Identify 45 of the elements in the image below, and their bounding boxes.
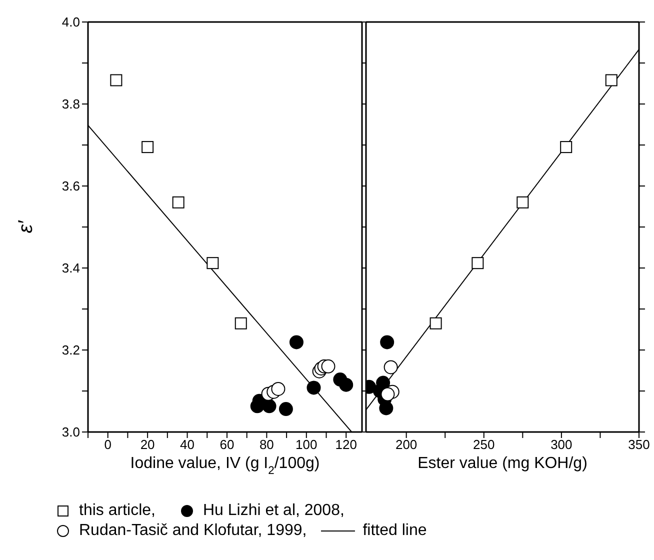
x-tick-label: 250	[473, 437, 495, 452]
legend-label: fitted line	[362, 522, 427, 540]
y-tick-label: 4.0	[62, 14, 80, 30]
point	[380, 387, 395, 402]
point	[142, 141, 154, 154]
point	[384, 360, 398, 374]
x-axis-title: Iodine value, IV (g I$_{2}$/100g)	[130, 455, 320, 477]
point	[379, 401, 394, 416]
point	[516, 196, 529, 208]
point	[472, 257, 484, 270]
point	[306, 380, 321, 395]
legend-label: Rudan-Tasič and Klofutar, 1999,	[79, 522, 307, 540]
point	[289, 335, 304, 350]
y-axis-title: ε′	[15, 219, 37, 234]
x-tick-label: 0	[104, 437, 112, 452]
x-tick-label: 350	[628, 437, 650, 452]
point	[271, 382, 286, 396]
point	[430, 317, 442, 330]
x-tick-label: 80	[259, 437, 274, 452]
point	[262, 399, 276, 414]
y-tick-label: 3.0	[62, 424, 80, 440]
x-tick-label: 100	[296, 437, 318, 452]
point	[206, 257, 219, 270]
x-tick-label: 300	[550, 437, 572, 452]
point	[110, 74, 122, 86]
point	[172, 196, 184, 208]
x-axis-title: Ester value (mg KOH/g)	[418, 455, 588, 472]
y-tick-label: 3.6	[62, 178, 80, 194]
x-tick-label: 120	[335, 437, 357, 452]
legend-label: Hu Lizhi et al, 2008,	[203, 502, 344, 520]
point	[605, 74, 618, 86]
x-tick-label: 20	[140, 437, 155, 452]
point	[234, 317, 247, 330]
point	[560, 141, 572, 154]
x-tick-label: 60	[220, 437, 234, 452]
y-tick-label: 3.2	[62, 342, 80, 358]
y-tick-label: 3.8	[62, 96, 80, 112]
legend-label: this article,	[79, 502, 156, 520]
x-tick-label: 40	[180, 437, 195, 452]
point	[278, 402, 293, 416]
point	[321, 359, 336, 374]
point	[380, 335, 394, 350]
y-tick-label: 3.4	[62, 260, 80, 276]
x-tick-label: 200	[395, 437, 418, 452]
point	[339, 378, 354, 392]
